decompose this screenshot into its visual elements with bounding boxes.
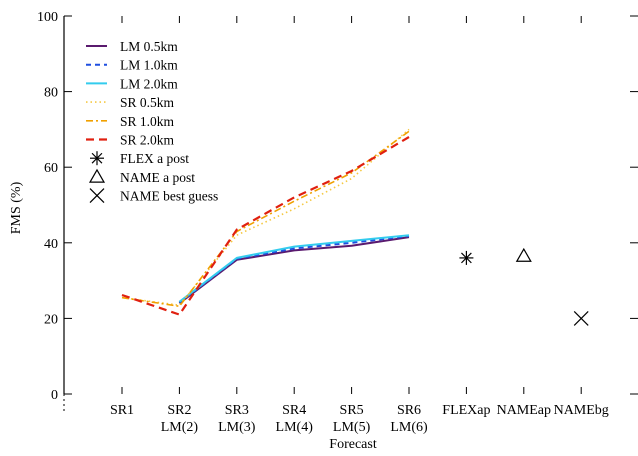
legend-marker-label-0: FLEX a post <box>120 151 189 166</box>
axes: 0 20 40 60 80 100 SR1 SR2 LM(2) SR3 LM(3) SR4 LM(4) S… <box>37 10 638 435</box>
marker-layer <box>459 247 589 326</box>
legend-marker-label-2: NAME best guess <box>120 189 218 204</box>
series-line-3 <box>121 128 410 306</box>
marker-point-0 <box>459 250 474 265</box>
legend-label-3: SR 0.5km <box>120 95 175 110</box>
x-tick-label: NAMEbg <box>554 403 609 418</box>
x-tick-label: SR1 <box>110 403 134 418</box>
legend-label-5: SR 2.0km <box>120 133 175 148</box>
x-tick-label: LM(3) <box>218 420 256 435</box>
x-tick-label: SR3 <box>225 403 249 418</box>
x-tick-label: LM(5) <box>333 420 371 435</box>
marker-point-2 <box>573 310 589 326</box>
asterisk-stroke <box>91 152 103 164</box>
legend: LM 0.5km LM 1.0km LM 2.0km SR 0.5km SR 1.0km… <box>86 39 218 204</box>
series-line-2 <box>178 234 410 303</box>
series-layer <box>121 128 410 316</box>
x-tick-label: LM(4) <box>276 420 314 435</box>
legend-symbol-2 <box>89 188 105 204</box>
x-tick-label: LM(2) <box>161 420 199 435</box>
y-tick-label: 100 <box>37 10 58 25</box>
legend-label-4: SR 1.0km <box>120 114 175 129</box>
x-tick-label: SR5 <box>340 403 364 418</box>
y-tick-label: 20 <box>44 312 58 327</box>
legend-marker-label-1: NAME a post <box>120 170 195 185</box>
x-tick-label: SR6 <box>397 403 421 418</box>
x-axis-label: Forecast <box>329 437 377 452</box>
marker-point-1 <box>515 247 532 262</box>
y-tick-label: 80 <box>44 86 58 101</box>
legend-label-2: LM 2.0km <box>120 76 178 91</box>
x-tick-label: FLEXap <box>442 403 490 418</box>
triangle-shape <box>515 247 532 262</box>
legend-symbol-1 <box>88 168 106 183</box>
x-tick-label: SR2 <box>167 403 191 418</box>
legend-symbol-0 <box>90 151 104 166</box>
triangle-shape <box>88 168 106 183</box>
x-tick-label: LM(6) <box>390 420 428 435</box>
y-tick-label: 0 <box>51 388 58 403</box>
y-axis-label: FMS (%) <box>9 181 24 234</box>
x-tick-label: NAMEap <box>497 403 551 418</box>
series-line-5 <box>121 136 410 316</box>
y-tick-label: 60 <box>44 161 58 176</box>
asterisk-stroke <box>461 252 472 264</box>
cross-stroke <box>573 310 589 326</box>
legend-label-0: LM 0.5km <box>120 39 178 54</box>
legend-label-1: LM 1.0km <box>120 58 178 73</box>
cross-stroke <box>89 188 105 204</box>
series-line-4 <box>121 130 410 308</box>
y-tick-label: 40 <box>44 237 58 252</box>
x-tick-label: SR4 <box>282 403 306 418</box>
